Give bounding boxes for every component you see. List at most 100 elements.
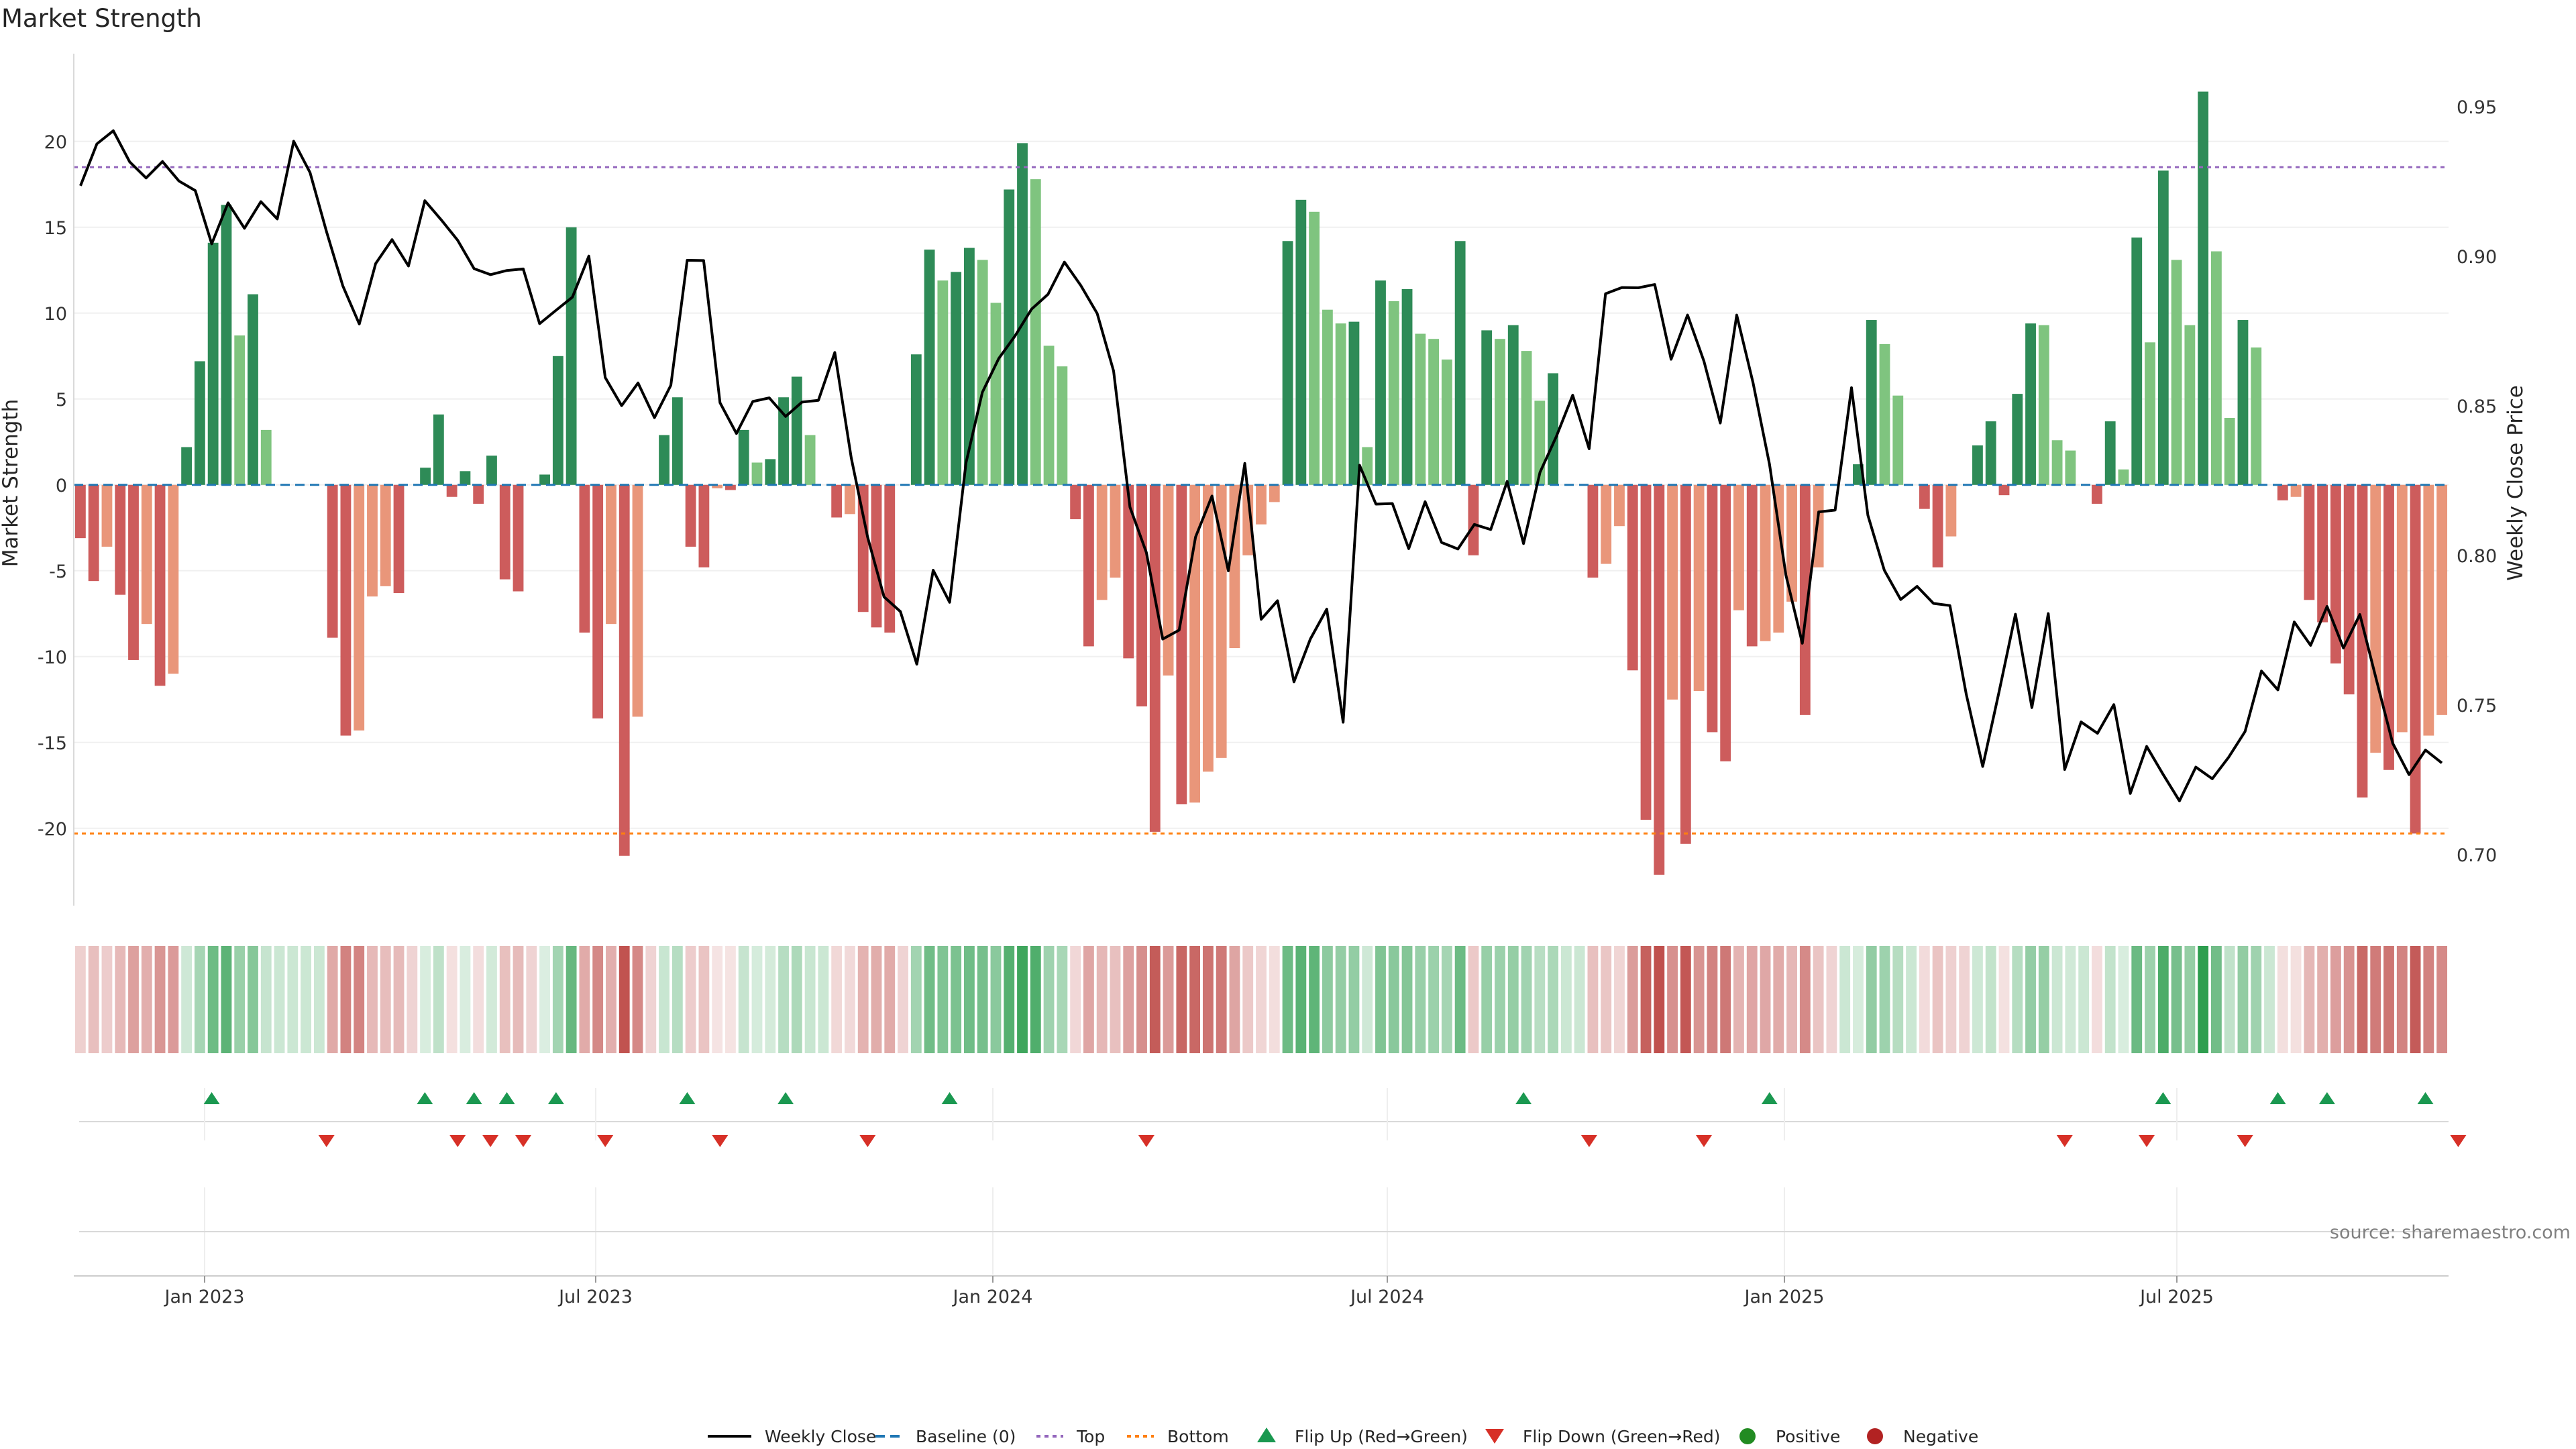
heat-cell [1057, 946, 1068, 1053]
y-tick-label: -15 [38, 733, 67, 754]
heat-cell [910, 946, 922, 1053]
strength-bar [765, 459, 776, 485]
strength-bar [2423, 484, 2434, 736]
heat-cell [2025, 946, 2036, 1053]
heat-cell [1534, 946, 1546, 1053]
strength-bar [712, 484, 723, 488]
strength-bar [1998, 484, 2010, 496]
flip-markers-panel [79, 1088, 2467, 1147]
strength-bar [2171, 260, 2182, 485]
strength-bar [2118, 469, 2129, 485]
heat-cell [460, 946, 471, 1053]
heat-cell [313, 946, 325, 1053]
strength-bar [460, 471, 471, 485]
strength-bar [2038, 325, 2049, 485]
heat-cell [1229, 946, 1240, 1053]
heat-cell [393, 946, 405, 1053]
heat-cell [1163, 946, 1174, 1053]
heat-cell [1441, 946, 1452, 1053]
heat-cell [765, 946, 776, 1053]
flip-up-marker [547, 1092, 564, 1104]
heat-cell [1070, 946, 1081, 1053]
strength-bar [2396, 484, 2408, 733]
heat-cell [1269, 946, 1280, 1053]
y2-tick-label: 0.85 [2457, 396, 2497, 417]
heat-cell [1401, 946, 1413, 1053]
heat-cell [1799, 946, 1811, 1053]
heat-cell [2237, 946, 2249, 1053]
heat-cell [154, 946, 166, 1053]
heat-cell [2224, 946, 2235, 1053]
heat-cell [2436, 946, 2448, 1053]
heat-cell [592, 946, 604, 1053]
heat-cell [2145, 946, 2155, 1053]
flip-down-marker [1696, 1135, 1712, 1147]
heat-cell [526, 946, 537, 1053]
heat-cell [2078, 946, 2090, 1053]
heat-cell [1335, 946, 1346, 1053]
heat-cell [791, 946, 802, 1053]
legend-label: Flip Up (Red→Green) [1295, 1427, 1468, 1446]
heat-cell [194, 946, 205, 1053]
heat-cell [1574, 946, 1585, 1053]
heat-cell [1123, 946, 1134, 1053]
strength-bar [2157, 170, 2169, 485]
strength-bar [115, 484, 126, 595]
heat-cell [168, 946, 179, 1053]
heat-cell [579, 946, 590, 1053]
strength-bar [2025, 323, 2036, 485]
heat-cell [2198, 946, 2209, 1053]
strength-bar [804, 435, 816, 485]
heat-cell [539, 946, 550, 1053]
strength-bar [2304, 484, 2315, 600]
strength-bar [2012, 394, 2023, 485]
flip-down-marker [318, 1135, 335, 1147]
strength-bar [88, 484, 99, 582]
strength-bar [2237, 320, 2249, 485]
heat-cell [2343, 946, 2355, 1053]
heat-cell [964, 946, 975, 1053]
flip-down-marker [712, 1135, 729, 1147]
strength-bar [1680, 484, 1691, 844]
strength-bar [2104, 421, 2116, 485]
strength-bar [1202, 484, 1214, 772]
flip-down-marker [2450, 1135, 2467, 1147]
strength-bar [1813, 484, 1824, 568]
heat-cell [2410, 946, 2421, 1053]
heat-cell [473, 946, 484, 1053]
heat-cell [871, 946, 882, 1053]
heat-cell [1733, 946, 1744, 1053]
strength-bar [1163, 484, 1174, 676]
strength-bar [2370, 484, 2381, 753]
y-tick-label: 5 [56, 390, 67, 411]
heat-cell [619, 946, 630, 1053]
heat-cell [1839, 946, 1851, 1053]
heat-cell [2051, 946, 2063, 1053]
heat-cell [2171, 946, 2182, 1053]
strength-bar [1760, 484, 1771, 641]
heat-cell [1826, 946, 1837, 1053]
strength-bar [1282, 241, 1293, 485]
flip-down-marker [2237, 1135, 2253, 1147]
heat-cell [1773, 946, 1784, 1053]
heat-cell [513, 946, 524, 1053]
heat-cell [446, 946, 458, 1053]
heat-cell [499, 946, 511, 1053]
heat-cell [1216, 946, 1227, 1053]
heat-cell [1176, 946, 1187, 1053]
strength-bar [1707, 484, 1718, 733]
strength-bar [2145, 342, 2155, 485]
heat-cell [2383, 946, 2394, 1053]
heat-cell [181, 946, 193, 1053]
heat-cell [2370, 946, 2381, 1053]
heat-cell [831, 946, 843, 1053]
flip-up-marker [2269, 1092, 2286, 1104]
y-tick-label: 15 [44, 218, 67, 239]
strength-bar [1348, 321, 1360, 485]
strength-bar [2383, 484, 2394, 770]
legend-label: Flip Down (Green→Red) [1523, 1427, 1721, 1446]
strength-bar [552, 356, 564, 485]
legend-label: Top [1076, 1427, 1105, 1446]
strength-bar [937, 280, 949, 485]
heat-cell [260, 946, 272, 1053]
